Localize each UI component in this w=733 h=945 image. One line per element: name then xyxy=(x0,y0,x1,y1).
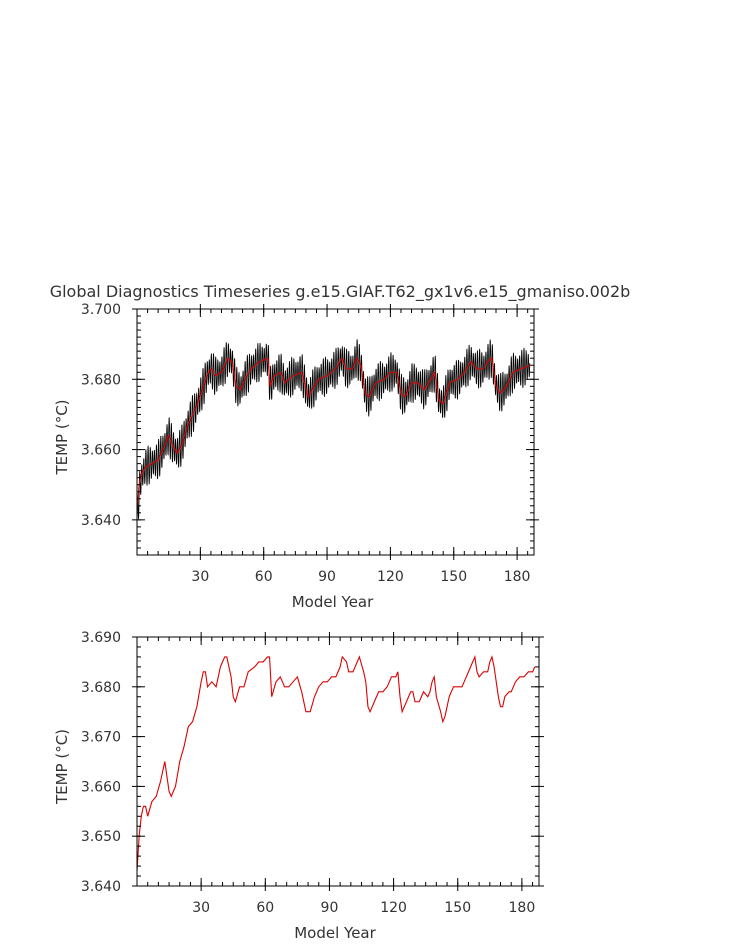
top-x-tick-label: 180 xyxy=(504,569,531,585)
top-x-tick-label: 150 xyxy=(440,569,467,585)
top-y-tick-label: 3.640 xyxy=(81,513,121,529)
top-y-tick-label: 3.660 xyxy=(81,443,121,459)
bottom-y-tick-label: 3.680 xyxy=(81,680,121,696)
top-series-annual-line xyxy=(137,356,530,510)
bottom-x-tick-label: 90 xyxy=(321,900,339,916)
bottom-y-tick-label: 3.650 xyxy=(81,829,121,845)
bottom-series-annual-line xyxy=(137,654,536,872)
bottom-x-tick-label: 180 xyxy=(509,900,536,916)
top-x-tick-label: 90 xyxy=(318,569,336,585)
bottom-y-tick-label: 3.660 xyxy=(81,779,121,795)
bottom-x-tick-label: 60 xyxy=(256,900,274,916)
figure-title: Global Diagnostics Timeseries g.e15.GIAF… xyxy=(50,282,631,302)
top-x-tick-label: 60 xyxy=(255,569,273,585)
top-plot-frame xyxy=(136,308,535,556)
top-x-tick-label: 30 xyxy=(191,569,209,585)
bottom-y-axis-label: TEMP (°C) xyxy=(53,729,71,805)
bottom-y-tick-label: 3.690 xyxy=(81,630,121,646)
top-x-tick-label: 120 xyxy=(377,569,404,585)
top-panel: 3.640 3.660 3.680 3.700 30 60 90 120 150 180 Model… xyxy=(53,302,539,611)
bottom-x-tick-label: 150 xyxy=(444,900,471,916)
bottom-x-tick-label: 30 xyxy=(192,900,210,916)
bottom-plot-area xyxy=(137,654,536,872)
top-y-axis-label: TEMP (°C) xyxy=(53,399,71,475)
bottom-x-tick-label: 120 xyxy=(380,900,407,916)
top-plot-area xyxy=(137,339,531,527)
top-x-axis-label: Model Year xyxy=(292,593,374,611)
top-y-tick-label: 3.680 xyxy=(81,372,121,388)
top-series-monthly-line xyxy=(137,339,531,527)
bottom-plot-frame xyxy=(136,636,540,887)
bottom-x-axis-label: Model Year xyxy=(294,924,376,942)
top-y-tick-label: 3.700 xyxy=(81,302,121,318)
bottom-y-tick-label: 3.640 xyxy=(81,879,121,895)
bottom-y-tick-label: 3.670 xyxy=(81,730,121,746)
bottom-panel: 3.640 3.650 3.660 3.670 3.680 3.690 30 60 90 120 1… xyxy=(53,630,544,942)
